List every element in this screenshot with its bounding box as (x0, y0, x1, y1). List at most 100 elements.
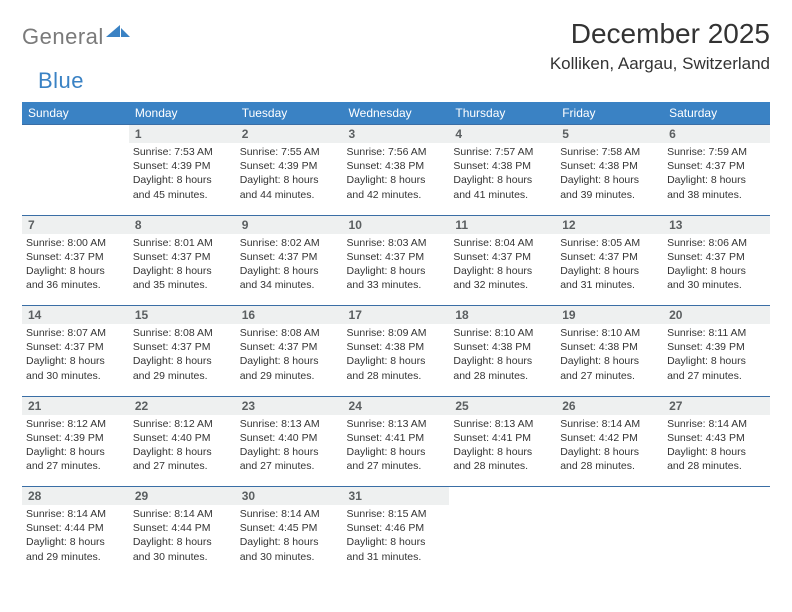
sunrise-line: Sunrise: 8:13 AM (240, 417, 339, 431)
sunrise-line: Sunrise: 8:00 AM (26, 236, 125, 250)
day-number-cell: 12 (556, 215, 663, 234)
daylight-line: Daylight: 8 hours and 30 minutes. (133, 535, 232, 563)
sunrise-line: Sunrise: 8:06 AM (667, 236, 766, 250)
day-cell: Sunrise: 8:14 AMSunset: 4:43 PMDaylight:… (663, 415, 770, 487)
day-number-cell: 17 (343, 306, 450, 325)
calendar-body: 123456Sunrise: 7:53 AMSunset: 4:39 PMDay… (22, 125, 770, 578)
day-number-row: 28293031 (22, 487, 770, 506)
day-cell: Sunrise: 8:13 AMSunset: 4:41 PMDaylight:… (343, 415, 450, 487)
sunrise-line: Sunrise: 8:12 AM (26, 417, 125, 431)
day-cell: Sunrise: 7:53 AMSunset: 4:39 PMDaylight:… (129, 143, 236, 215)
day-number-cell: 23 (236, 396, 343, 415)
day-cell: Sunrise: 8:02 AMSunset: 4:37 PMDaylight:… (236, 234, 343, 306)
day-cell: Sunrise: 8:11 AMSunset: 4:39 PMDaylight:… (663, 324, 770, 396)
day-cell: Sunrise: 7:59 AMSunset: 4:37 PMDaylight:… (663, 143, 770, 215)
sunset-line: Sunset: 4:45 PM (240, 521, 339, 535)
sunset-line: Sunset: 4:37 PM (347, 250, 446, 264)
sunset-line: Sunset: 4:44 PM (26, 521, 125, 535)
sunrise-line: Sunrise: 8:10 AM (453, 326, 552, 340)
weekday-header: Friday (556, 102, 663, 125)
day-number-cell: 28 (22, 487, 129, 506)
daylight-line: Daylight: 8 hours and 28 minutes. (453, 445, 552, 473)
sunset-line: Sunset: 4:39 PM (667, 340, 766, 354)
sunset-line: Sunset: 4:38 PM (347, 340, 446, 354)
day-number-cell: 26 (556, 396, 663, 415)
sunrise-line: Sunrise: 7:57 AM (453, 145, 552, 159)
weekday-header: Monday (129, 102, 236, 125)
daylight-line: Daylight: 8 hours and 27 minutes. (26, 445, 125, 473)
sunset-line: Sunset: 4:46 PM (347, 521, 446, 535)
sunrise-line: Sunrise: 7:53 AM (133, 145, 232, 159)
weekday-header: Tuesday (236, 102, 343, 125)
daylight-line: Daylight: 8 hours and 34 minutes. (240, 264, 339, 292)
day-number-row: 78910111213 (22, 215, 770, 234)
daylight-line: Daylight: 8 hours and 32 minutes. (453, 264, 552, 292)
day-cell: Sunrise: 8:12 AMSunset: 4:40 PMDaylight:… (129, 415, 236, 487)
sunset-line: Sunset: 4:39 PM (240, 159, 339, 173)
sunset-line: Sunset: 4:37 PM (667, 250, 766, 264)
day-number-cell: 7 (22, 215, 129, 234)
daylight-line: Daylight: 8 hours and 42 minutes. (347, 173, 446, 201)
day-cell (663, 505, 770, 577)
day-cell: Sunrise: 7:55 AMSunset: 4:39 PMDaylight:… (236, 143, 343, 215)
day-cell: Sunrise: 8:13 AMSunset: 4:40 PMDaylight:… (236, 415, 343, 487)
day-number-cell (449, 487, 556, 506)
weekday-header: Thursday (449, 102, 556, 125)
sunset-line: Sunset: 4:37 PM (26, 250, 125, 264)
day-cell: Sunrise: 7:56 AMSunset: 4:38 PMDaylight:… (343, 143, 450, 215)
day-number-cell: 2 (236, 125, 343, 144)
day-number-cell: 6 (663, 125, 770, 144)
month-title: December 2025 (550, 18, 770, 50)
sunrise-line: Sunrise: 8:13 AM (347, 417, 446, 431)
logo-word-2: Blue (38, 68, 84, 94)
sunset-line: Sunset: 4:41 PM (347, 431, 446, 445)
day-body-row: Sunrise: 8:12 AMSunset: 4:39 PMDaylight:… (22, 415, 770, 487)
weekday-header-row: Sunday Monday Tuesday Wednesday Thursday… (22, 102, 770, 125)
day-number-cell: 13 (663, 215, 770, 234)
day-number-cell: 15 (129, 306, 236, 325)
day-number-cell: 5 (556, 125, 663, 144)
sunrise-line: Sunrise: 8:01 AM (133, 236, 232, 250)
daylight-line: Daylight: 8 hours and 27 minutes. (133, 445, 232, 473)
day-cell: Sunrise: 8:08 AMSunset: 4:37 PMDaylight:… (236, 324, 343, 396)
day-cell: Sunrise: 8:03 AMSunset: 4:37 PMDaylight:… (343, 234, 450, 306)
day-number-cell: 24 (343, 396, 450, 415)
day-number-cell: 21 (22, 396, 129, 415)
sunrise-line: Sunrise: 8:07 AM (26, 326, 125, 340)
day-number-cell (556, 487, 663, 506)
day-cell: Sunrise: 8:01 AMSunset: 4:37 PMDaylight:… (129, 234, 236, 306)
day-cell: Sunrise: 8:15 AMSunset: 4:46 PMDaylight:… (343, 505, 450, 577)
day-cell: Sunrise: 8:06 AMSunset: 4:37 PMDaylight:… (663, 234, 770, 306)
sunrise-line: Sunrise: 8:10 AM (560, 326, 659, 340)
sunrise-line: Sunrise: 7:55 AM (240, 145, 339, 159)
day-number-cell: 4 (449, 125, 556, 144)
daylight-line: Daylight: 8 hours and 29 minutes. (26, 535, 125, 563)
sunset-line: Sunset: 4:37 PM (240, 340, 339, 354)
sunrise-line: Sunrise: 8:08 AM (240, 326, 339, 340)
daylight-line: Daylight: 8 hours and 27 minutes. (347, 445, 446, 473)
location: Kolliken, Aargau, Switzerland (550, 54, 770, 74)
weekday-header: Wednesday (343, 102, 450, 125)
daylight-line: Daylight: 8 hours and 35 minutes. (133, 264, 232, 292)
sunrise-line: Sunrise: 8:04 AM (453, 236, 552, 250)
sunset-line: Sunset: 4:41 PM (453, 431, 552, 445)
daylight-line: Daylight: 8 hours and 39 minutes. (560, 173, 659, 201)
sunrise-line: Sunrise: 8:02 AM (240, 236, 339, 250)
day-number-row: 123456 (22, 125, 770, 144)
daylight-line: Daylight: 8 hours and 38 minutes. (667, 173, 766, 201)
sunrise-line: Sunrise: 8:11 AM (667, 326, 766, 340)
daylight-line: Daylight: 8 hours and 27 minutes. (240, 445, 339, 473)
day-cell (22, 143, 129, 215)
day-number-cell: 29 (129, 487, 236, 506)
sunset-line: Sunset: 4:37 PM (560, 250, 659, 264)
sunset-line: Sunset: 4:44 PM (133, 521, 232, 535)
day-cell: Sunrise: 8:07 AMSunset: 4:37 PMDaylight:… (22, 324, 129, 396)
day-number-cell: 25 (449, 396, 556, 415)
sunset-line: Sunset: 4:37 PM (453, 250, 552, 264)
day-cell: Sunrise: 8:13 AMSunset: 4:41 PMDaylight:… (449, 415, 556, 487)
day-cell: Sunrise: 8:14 AMSunset: 4:44 PMDaylight:… (22, 505, 129, 577)
calendar-table: Sunday Monday Tuesday Wednesday Thursday… (22, 102, 770, 577)
daylight-line: Daylight: 8 hours and 28 minutes. (560, 445, 659, 473)
sunset-line: Sunset: 4:38 PM (453, 340, 552, 354)
day-number-cell: 30 (236, 487, 343, 506)
